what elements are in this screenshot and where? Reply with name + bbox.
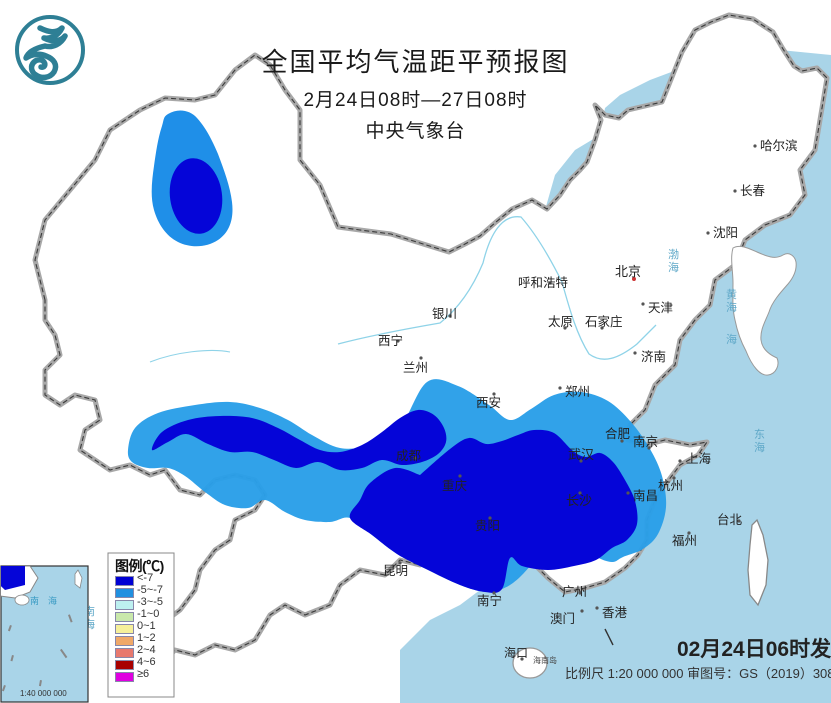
svg-text:福州: 福州	[672, 533, 697, 548]
svg-text:南京: 南京	[633, 434, 658, 449]
svg-text:海: 海	[726, 332, 737, 346]
svg-text:南宁: 南宁	[477, 593, 502, 608]
svg-text:1:40 000 000: 1:40 000 000	[20, 689, 67, 698]
svg-text:银川: 银川	[432, 307, 457, 321]
svg-text:台北: 台北	[717, 512, 743, 527]
svg-text:石家庄: 石家庄	[585, 314, 623, 329]
svg-text:02月24日06时发布: 02月24日06时发布	[677, 637, 831, 661]
svg-text:海南岛: 海南岛	[533, 655, 557, 665]
svg-text:广州: 广州	[562, 585, 587, 599]
svg-text:黄: 黄	[726, 287, 737, 301]
svg-text:海: 海	[754, 440, 765, 454]
svg-text:杭州: 杭州	[658, 478, 683, 493]
svg-text:海: 海	[726, 300, 737, 314]
svg-text:北京: 北京	[615, 264, 641, 279]
svg-text:海: 海	[668, 260, 679, 274]
svg-text:澳门: 澳门	[550, 611, 575, 626]
svg-text:长沙: 长沙	[566, 493, 592, 508]
svg-text:武汉: 武汉	[568, 447, 594, 462]
svg-text:郑州: 郑州	[565, 384, 590, 399]
svg-text:南 海: 南 海	[30, 595, 57, 606]
svg-text:合肥: 合肥	[605, 426, 631, 441]
svg-text:昆明: 昆明	[383, 564, 408, 578]
svg-text:南昌: 南昌	[633, 488, 658, 503]
svg-text:海口: 海口	[504, 645, 528, 660]
svg-text:太原: 太原	[548, 314, 573, 329]
svg-text:兰州: 兰州	[403, 361, 428, 375]
svg-text:西宁: 西宁	[378, 333, 403, 348]
svg-text:渤: 渤	[668, 248, 679, 261]
svg-text:重庆: 重庆	[442, 478, 468, 493]
svg-text:沈阳: 沈阳	[713, 225, 738, 240]
svg-text:济南: 济南	[641, 349, 666, 364]
svg-text:长春: 长春	[740, 184, 766, 198]
svg-text:西安: 西安	[476, 395, 501, 410]
svg-text:呼和浩特: 呼和浩特	[518, 275, 568, 290]
svg-text:上海: 上海	[686, 451, 712, 466]
svg-text:成都: 成都	[396, 449, 422, 463]
svg-text:比例尺 1:20 000 000 审图号：GS（2019: 比例尺 1:20 000 000 审图号：GS（2019）3082号	[565, 666, 831, 681]
svg-text:香港: 香港	[602, 606, 628, 620]
svg-text:贵阳: 贵阳	[475, 519, 500, 533]
svg-text:天津: 天津	[648, 301, 673, 315]
svg-text:东: 东	[754, 428, 765, 441]
